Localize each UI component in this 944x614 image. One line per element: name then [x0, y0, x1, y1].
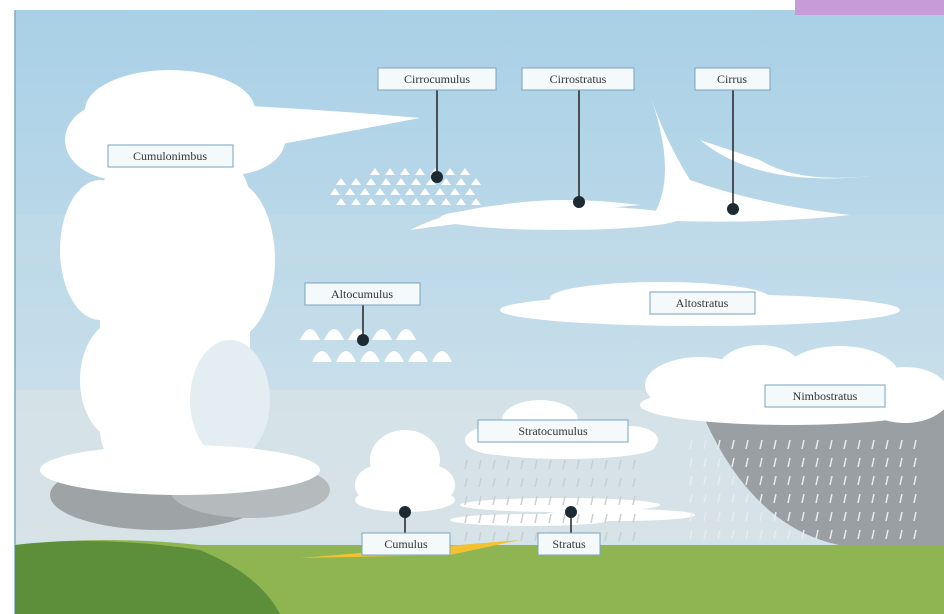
label: Cirrocumulus: [404, 72, 470, 86]
label-box: Nimbostratus: [765, 385, 885, 407]
label: Altostratus: [676, 296, 729, 310]
label-box: Altostratus: [650, 292, 755, 314]
label-box: Altocumulus: [305, 283, 420, 305]
label-box: Stratocumulus: [478, 420, 628, 442]
cirrostratus-cloud: [440, 206, 680, 230]
label: Cirrostratus: [550, 72, 607, 86]
label-box: Cirrus: [695, 68, 770, 90]
label-box: Cumulonimbus: [108, 145, 233, 167]
label-box: Stratus: [538, 533, 600, 555]
label: Nimbostratus: [793, 389, 858, 403]
label: Stratocumulus: [518, 424, 588, 438]
label: Stratus: [552, 537, 586, 551]
label: Cumulus: [384, 537, 428, 551]
label-box: Cumulus: [362, 533, 450, 555]
cloud-diagram: Cumulonimbus Cirrocumulus Cirrostratus C…: [0, 0, 944, 614]
label-box: Cirrostratus: [522, 68, 634, 90]
label: Altocumulus: [331, 287, 393, 301]
label: Cirrus: [717, 72, 747, 86]
corner-tab: [795, 0, 944, 15]
label-box: Cirrocumulus: [378, 68, 496, 90]
label: Cumulonimbus: [133, 149, 207, 163]
